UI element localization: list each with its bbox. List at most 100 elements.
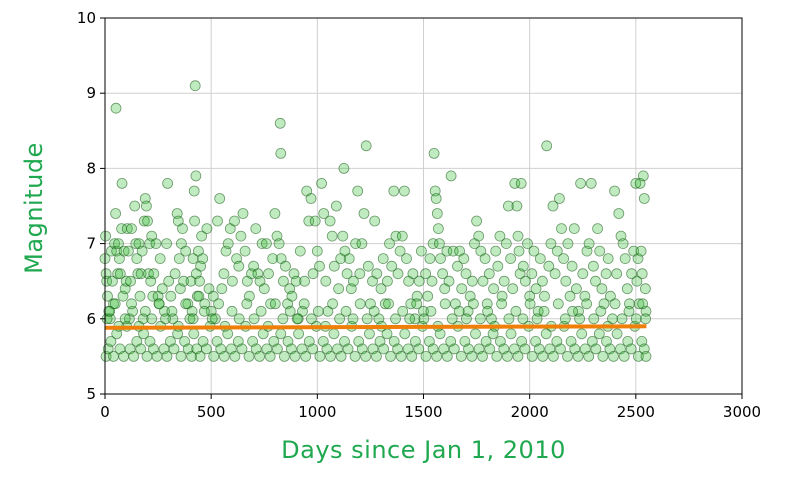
data-point bbox=[286, 290, 298, 302]
data-point bbox=[490, 245, 502, 257]
data-point bbox=[290, 275, 302, 287]
data-point bbox=[531, 313, 543, 325]
data-point bbox=[165, 290, 177, 302]
data-point bbox=[114, 268, 126, 280]
data-point bbox=[350, 238, 362, 250]
data-point bbox=[512, 230, 524, 242]
data-point bbox=[291, 313, 303, 325]
data-point bbox=[418, 305, 429, 317]
data-point bbox=[551, 245, 563, 257]
data-point bbox=[498, 275, 510, 287]
data-point bbox=[611, 268, 623, 280]
y-tick-label: 8 bbox=[86, 159, 96, 177]
x-axis-title: Days since Jan 1, 2010 bbox=[281, 436, 566, 464]
data-point bbox=[581, 298, 592, 310]
data-point bbox=[384, 238, 395, 250]
data-point bbox=[512, 350, 524, 362]
data-point bbox=[488, 283, 500, 295]
data-point bbox=[140, 200, 152, 212]
data-point bbox=[583, 238, 595, 250]
data-point bbox=[503, 313, 515, 325]
data-point bbox=[547, 200, 559, 212]
data-point bbox=[505, 253, 517, 265]
data-point bbox=[562, 238, 574, 250]
data-point bbox=[197, 253, 209, 265]
data-point bbox=[637, 170, 649, 182]
data-point bbox=[386, 260, 398, 272]
data-point bbox=[552, 298, 564, 310]
data-point bbox=[484, 343, 496, 355]
data-point bbox=[160, 313, 171, 325]
data-point bbox=[477, 275, 489, 287]
data-point bbox=[583, 350, 595, 362]
data-point bbox=[298, 298, 310, 310]
data-point bbox=[362, 260, 374, 272]
data-point bbox=[166, 305, 178, 317]
data-point bbox=[636, 268, 648, 280]
data-point bbox=[258, 283, 270, 295]
data-point bbox=[316, 177, 328, 189]
data-point bbox=[154, 253, 166, 265]
data-point bbox=[611, 328, 623, 340]
data-point bbox=[267, 253, 279, 265]
data-point bbox=[539, 290, 550, 302]
data-point bbox=[255, 305, 267, 317]
data-point bbox=[441, 245, 453, 257]
data-point bbox=[623, 305, 635, 317]
x-tick-label: 0 bbox=[100, 403, 110, 421]
data-point bbox=[318, 208, 330, 219]
data-point bbox=[119, 313, 131, 325]
x-tick-label: 500 bbox=[197, 403, 226, 421]
data-point bbox=[540, 328, 552, 340]
mean-magnitude-line bbox=[104, 324, 647, 330]
data-point bbox=[471, 215, 483, 227]
x-tick-label: 2000 bbox=[511, 403, 549, 421]
data-point bbox=[602, 253, 614, 265]
data-point bbox=[368, 305, 380, 317]
data-point bbox=[613, 208, 625, 219]
data-point bbox=[208, 350, 220, 362]
data-point bbox=[168, 343, 180, 355]
data-point bbox=[474, 313, 486, 325]
data-point bbox=[394, 245, 406, 257]
data-point bbox=[263, 268, 274, 280]
data-point bbox=[396, 230, 408, 242]
data-point bbox=[526, 268, 538, 280]
data-point bbox=[453, 305, 465, 317]
data-point bbox=[441, 350, 453, 362]
data-point bbox=[439, 298, 451, 310]
data-point bbox=[363, 328, 375, 340]
data-point bbox=[226, 305, 238, 317]
data-point bbox=[398, 185, 410, 197]
data-point bbox=[528, 245, 540, 257]
data-point bbox=[577, 268, 589, 280]
data-point bbox=[330, 200, 342, 212]
data-point bbox=[138, 215, 150, 227]
data-point bbox=[617, 238, 629, 250]
data-point bbox=[311, 245, 323, 257]
data-point bbox=[349, 350, 361, 362]
data-point bbox=[189, 80, 201, 92]
data-point bbox=[305, 313, 317, 325]
data-point bbox=[522, 238, 533, 250]
data-point bbox=[269, 298, 281, 310]
data-point bbox=[153, 298, 165, 310]
data-point bbox=[190, 170, 202, 182]
data-point bbox=[609, 185, 620, 197]
data-point bbox=[558, 253, 569, 265]
data-point bbox=[413, 343, 425, 355]
data-point bbox=[564, 290, 576, 302]
data-point bbox=[530, 283, 542, 295]
data-point bbox=[214, 193, 226, 204]
data-point bbox=[307, 343, 319, 355]
data-point bbox=[588, 313, 600, 325]
data-point bbox=[347, 275, 359, 287]
y-tick-label: 5 bbox=[86, 385, 96, 403]
data-point bbox=[638, 193, 650, 204]
data-point bbox=[520, 275, 531, 287]
data-point bbox=[309, 215, 321, 227]
data-point bbox=[314, 260, 325, 272]
data-point bbox=[590, 343, 602, 355]
data-point bbox=[248, 313, 260, 325]
data-point bbox=[243, 350, 255, 362]
